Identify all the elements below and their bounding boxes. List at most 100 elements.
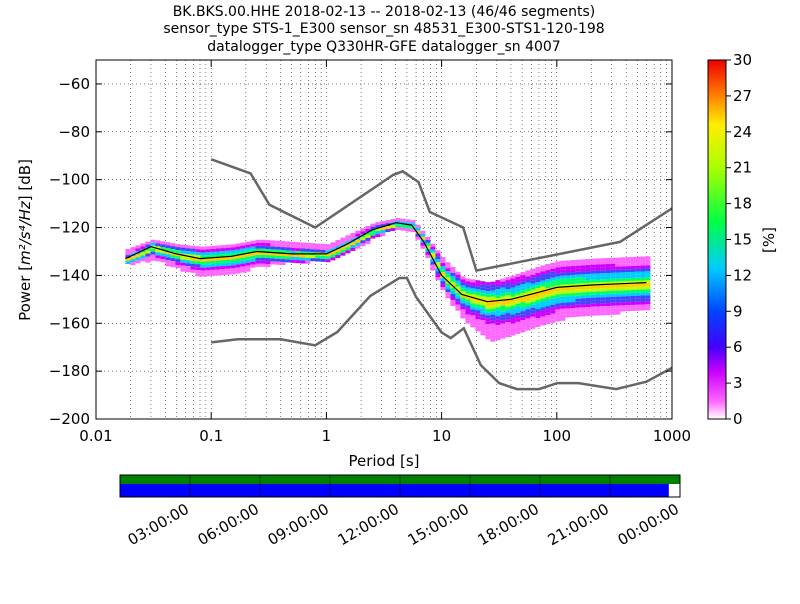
coverage-tick-label: 21:00:00 — [545, 500, 612, 549]
chart-title-line1: BK.BKS.00.HHE 2018-02-13 -- 2018-02-13 (… — [173, 4, 596, 20]
heatmap-cell — [245, 265, 251, 269]
coverage-timeline: 03:00:00 06:00:00 09:00:00 12:00:00 15:00:00… — [119, 474, 682, 549]
heatmap-cell — [450, 278, 456, 282]
heatmap-cell — [625, 266, 631, 270]
heatmap-cell — [305, 248, 311, 252]
heatmap-cell — [260, 242, 266, 246]
heatmap-cell — [640, 301, 646, 305]
heatmap-cell — [265, 240, 271, 244]
heatmap-cell — [415, 224, 421, 228]
heatmap-cell — [165, 260, 171, 264]
heatmap-cell — [510, 323, 516, 327]
heatmap-cell — [635, 292, 641, 296]
heatmap-cell — [310, 243, 316, 247]
heatmap-cell — [495, 301, 501, 305]
heatmap-cell — [315, 249, 321, 253]
heatmap-cell — [525, 318, 531, 322]
heatmap-cell — [470, 324, 476, 328]
heatmap-cell — [490, 320, 496, 324]
heatmap-cell — [515, 318, 521, 322]
heatmap-cell — [520, 299, 526, 303]
heatmap-cell — [450, 269, 456, 273]
heatmap-cell — [585, 280, 591, 284]
heatmap-cell — [595, 267, 601, 271]
heatmap-cell — [620, 260, 626, 264]
x-axis-ticks: 0.01 0.1 1 10 100 1000 — [79, 60, 691, 445]
heatmap-cell — [195, 273, 201, 277]
heatmap-cell — [200, 273, 206, 277]
heatmap-cell — [485, 285, 491, 289]
heatmap-cell — [295, 260, 301, 264]
heatmap-cell — [520, 293, 526, 297]
heatmap-cell — [565, 296, 571, 300]
heatmap-cell — [525, 282, 531, 286]
heatmap-cell — [565, 314, 571, 318]
heatmap-cell — [295, 254, 301, 258]
heatmap-cell — [260, 263, 266, 267]
heatmap-cell — [420, 230, 426, 234]
heatmap-cell — [575, 268, 581, 272]
heatmap-cell — [645, 265, 651, 269]
heatmap-cell — [370, 232, 376, 236]
heatmap-cell — [515, 309, 521, 313]
heatmap-cell — [460, 282, 466, 286]
heatmap-cell — [240, 248, 246, 252]
heatmap-cell — [570, 272, 576, 276]
heatmap-cell — [620, 302, 626, 306]
heatmap-cell — [205, 252, 211, 256]
heatmap-cell — [630, 268, 636, 272]
heatmap-cell — [360, 237, 366, 241]
coverage-blue-bar — [120, 484, 669, 497]
heatmap-cell — [585, 313, 591, 317]
heatmap-cell — [465, 320, 471, 324]
heatmap-cell — [580, 280, 586, 284]
heatmap-cell — [450, 272, 456, 276]
heatmap-cell — [250, 243, 256, 247]
heatmap-cell — [635, 307, 641, 311]
heatmap-cell — [615, 272, 621, 276]
heatmap-cell — [605, 309, 611, 313]
heatmap-cell — [230, 262, 236, 266]
heatmap-cell — [435, 268, 441, 272]
heatmap-cell — [340, 249, 346, 253]
heatmap-cell — [365, 228, 371, 232]
heatmap-cell — [515, 300, 521, 304]
heatmap-cell — [150, 257, 156, 261]
heatmap-cell — [375, 231, 381, 235]
heatmap-cell — [605, 297, 611, 301]
heatmap-cell — [605, 267, 611, 271]
heatmap-cell — [220, 248, 226, 252]
heatmap-cell — [160, 241, 166, 245]
heatmap-cell — [465, 299, 471, 303]
heatmap-cell — [205, 249, 211, 253]
heatmap-cell — [460, 279, 466, 283]
heatmap-cell — [600, 291, 606, 295]
heatmap-cell — [185, 257, 191, 261]
heatmap-cell — [200, 252, 206, 256]
heatmap-cell — [220, 263, 226, 267]
heatmap-cell — [555, 288, 561, 292]
heatmap-cell — [155, 246, 161, 250]
heatmap-cell — [150, 254, 156, 258]
heatmap-cell — [530, 268, 536, 272]
heatmap-cell — [175, 250, 181, 254]
heatmap-cell — [485, 309, 491, 313]
heatmap-cell — [615, 278, 621, 282]
heatmap-cell — [495, 280, 501, 284]
heatmap-cell — [600, 273, 606, 277]
heatmap-cell — [550, 289, 556, 293]
heatmap-cell — [620, 299, 626, 303]
heatmap-cell — [485, 294, 491, 298]
heatmap-cell — [450, 299, 456, 303]
heatmap-cell — [620, 308, 626, 312]
heatmap-cell — [610, 293, 616, 297]
heatmap-cell — [335, 249, 341, 253]
heatmap-cell — [125, 258, 131, 262]
heatmap-cell — [590, 261, 596, 265]
heatmap-cell — [510, 296, 516, 300]
heatmap-cell — [470, 315, 476, 319]
heatmap-cell — [285, 244, 291, 248]
heatmap-cell — [440, 281, 446, 285]
heatmap-cell — [555, 309, 561, 313]
heatmap-cell — [530, 277, 536, 281]
